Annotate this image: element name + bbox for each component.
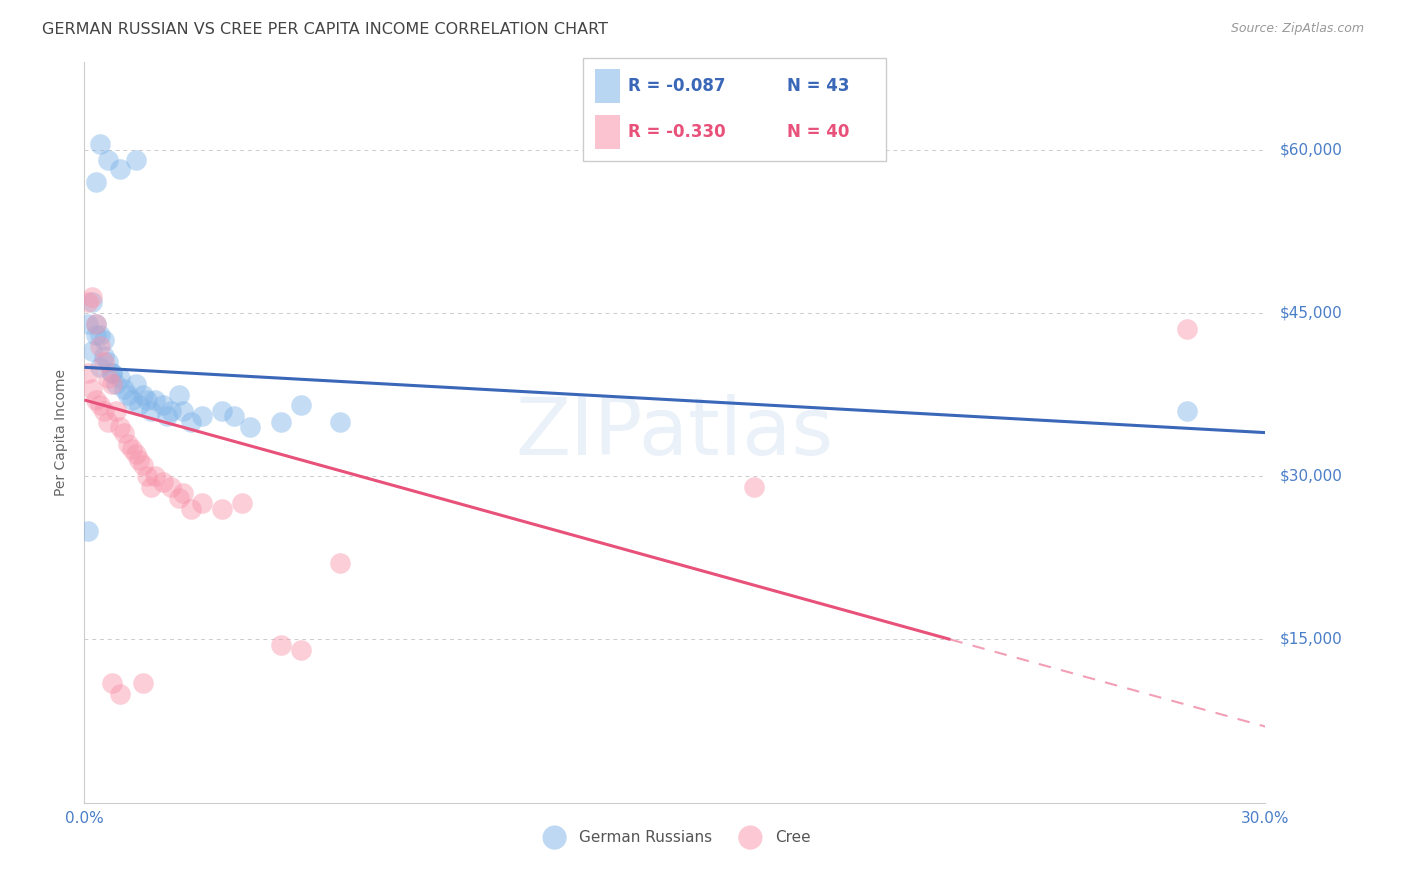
Point <box>82 382 104 396</box>
Text: $15,000: $15,000 <box>1279 632 1343 647</box>
Point <box>160 480 183 494</box>
Point <box>124 153 146 168</box>
Point <box>84 327 107 342</box>
Point <box>290 643 312 657</box>
Point <box>121 392 143 407</box>
Point <box>77 295 100 310</box>
Point <box>191 496 214 510</box>
Point <box>180 501 202 516</box>
Point <box>141 404 163 418</box>
Point <box>742 480 765 494</box>
Point <box>77 317 100 331</box>
Point <box>97 371 120 385</box>
Text: $60,000: $60,000 <box>1279 142 1343 157</box>
Point <box>108 687 131 701</box>
Point <box>82 295 104 310</box>
Point <box>141 480 163 494</box>
Point <box>172 485 194 500</box>
Point <box>117 436 139 450</box>
Point <box>167 387 190 401</box>
Point <box>108 420 131 434</box>
Point <box>93 404 115 418</box>
Point <box>77 524 100 538</box>
Point <box>132 387 155 401</box>
Point <box>93 355 115 369</box>
Point <box>84 317 107 331</box>
Y-axis label: Per Capita Income: Per Capita Income <box>55 369 69 496</box>
Point <box>89 338 111 352</box>
Point <box>239 420 262 434</box>
Point <box>160 404 183 418</box>
Text: N = 43: N = 43 <box>787 78 849 95</box>
Point <box>97 415 120 429</box>
Point <box>270 415 292 429</box>
Point <box>117 387 139 401</box>
Point <box>211 404 233 418</box>
Text: Source: ZipAtlas.com: Source: ZipAtlas.com <box>1230 22 1364 36</box>
Point <box>329 556 352 570</box>
Point <box>112 382 135 396</box>
Point <box>143 469 166 483</box>
Text: $30,000: $30,000 <box>1279 468 1343 483</box>
Text: ZIPatlas: ZIPatlas <box>516 393 834 472</box>
Point <box>82 289 104 303</box>
Point <box>112 425 135 440</box>
Text: R = -0.330: R = -0.330 <box>628 123 725 141</box>
Point <box>152 398 174 412</box>
Point <box>231 496 253 510</box>
Point <box>191 409 214 424</box>
Point <box>84 317 107 331</box>
Point <box>167 491 190 505</box>
Point <box>211 501 233 516</box>
Point <box>1175 322 1198 336</box>
Point <box>97 153 120 168</box>
Text: GERMAN RUSSIAN VS CREE PER CAPITA INCOME CORRELATION CHART: GERMAN RUSSIAN VS CREE PER CAPITA INCOME… <box>42 22 609 37</box>
Point <box>172 404 194 418</box>
Point <box>77 366 100 380</box>
Point <box>156 409 179 424</box>
Point <box>329 415 352 429</box>
Point <box>136 469 159 483</box>
Point <box>222 409 245 424</box>
Point <box>124 447 146 461</box>
Point <box>89 360 111 375</box>
Point <box>128 398 150 412</box>
Legend: German Russians, Cree: German Russians, Cree <box>533 823 817 851</box>
Point <box>93 350 115 364</box>
Point <box>132 676 155 690</box>
Point <box>132 458 155 473</box>
Point <box>89 327 111 342</box>
Point <box>89 137 111 152</box>
Point <box>84 392 107 407</box>
Point <box>101 676 124 690</box>
Point <box>180 415 202 429</box>
Point <box>1175 404 1198 418</box>
Text: N = 40: N = 40 <box>787 123 849 141</box>
Point <box>101 376 124 391</box>
Point <box>104 376 127 391</box>
Point <box>104 404 127 418</box>
Point <box>108 371 131 385</box>
Point <box>128 453 150 467</box>
Point <box>97 355 120 369</box>
Point <box>84 175 107 189</box>
Point <box>143 392 166 407</box>
Point <box>290 398 312 412</box>
Point <box>108 162 131 177</box>
Point <box>93 333 115 347</box>
Point <box>89 398 111 412</box>
Point <box>136 392 159 407</box>
Point <box>124 376 146 391</box>
Point <box>121 442 143 456</box>
Text: $45,000: $45,000 <box>1279 305 1343 320</box>
Point <box>270 638 292 652</box>
Point <box>101 366 124 380</box>
Text: R = -0.087: R = -0.087 <box>628 78 725 95</box>
Point <box>82 343 104 358</box>
Point <box>152 475 174 489</box>
Point <box>101 366 124 380</box>
